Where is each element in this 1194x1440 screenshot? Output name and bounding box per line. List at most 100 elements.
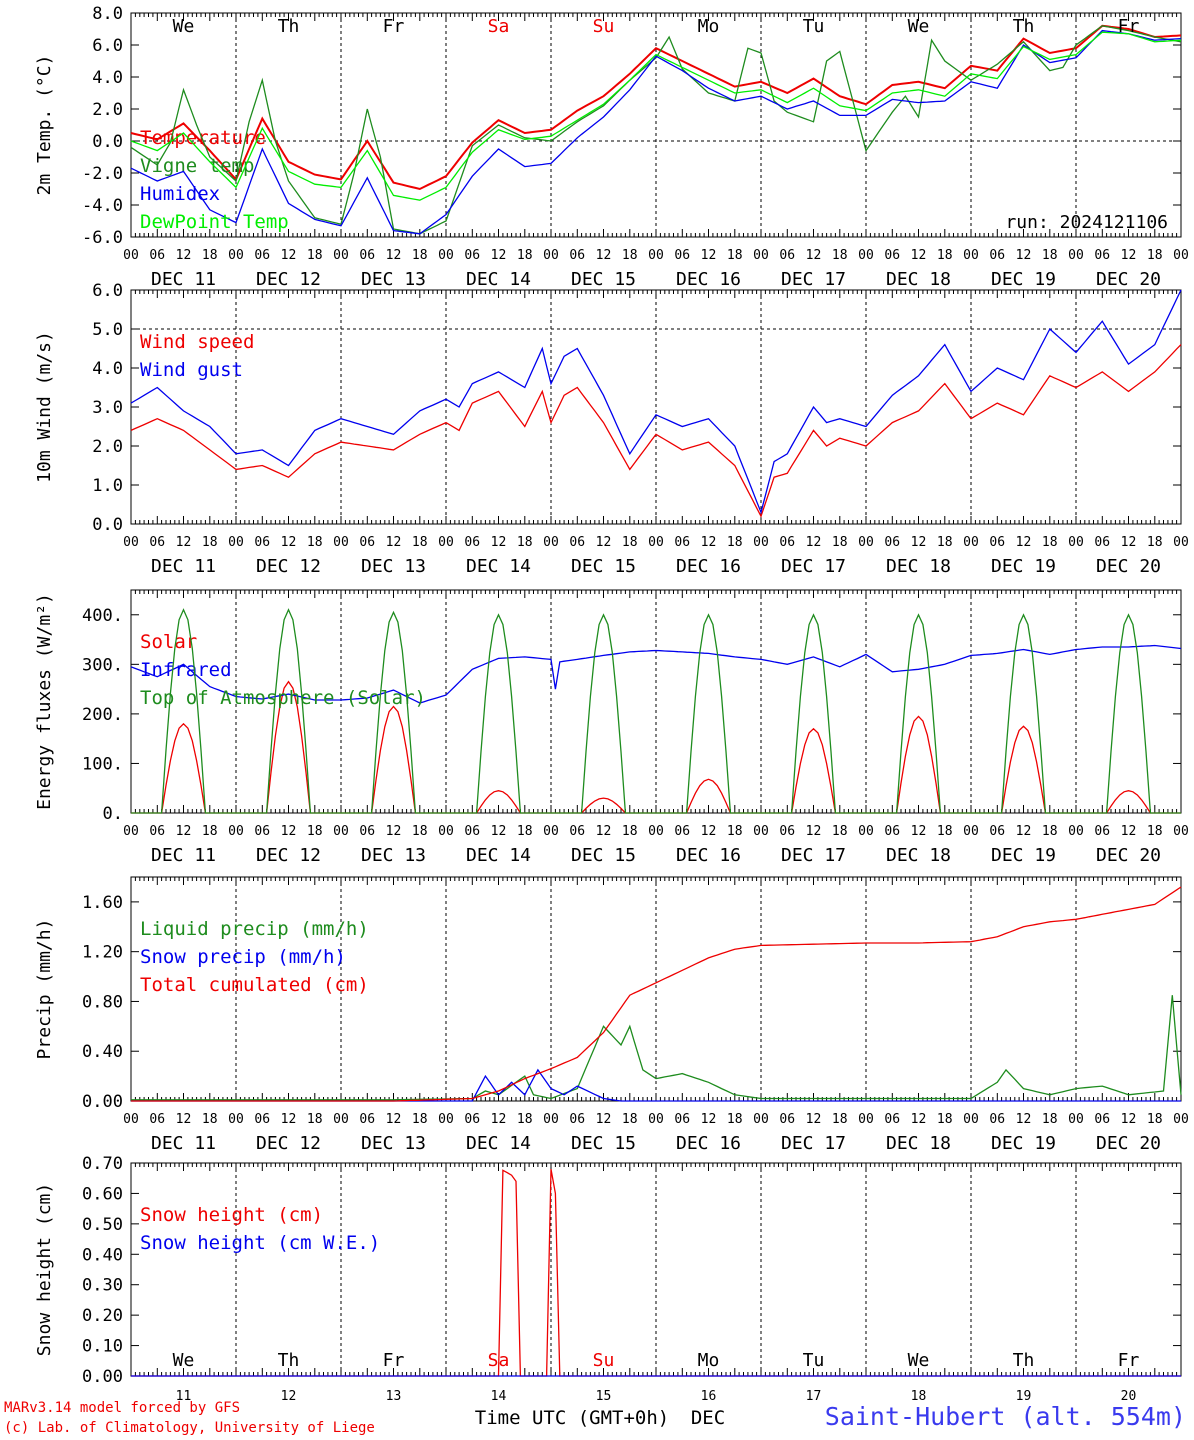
hour-tick-label: 00 — [123, 1112, 139, 1127]
hour-tick-label: 12 — [176, 535, 192, 550]
date-label: DEC 18 — [886, 845, 951, 866]
hour-tick-label: 18 — [1147, 824, 1163, 839]
hour-tick-label: 18 — [622, 1112, 638, 1127]
hour-tick-label: 18 — [517, 824, 533, 839]
weekday-label: Mo — [698, 16, 720, 37]
legend-entry: Total cumulated (cm) — [140, 974, 369, 996]
hour-tick-label: 12 — [386, 535, 402, 550]
date-label: DEC 19 — [991, 556, 1056, 577]
hour-tick-label: 06 — [989, 535, 1005, 550]
y-tick-label: 3.0 — [92, 398, 123, 418]
series-line — [130, 289, 1182, 515]
legend-entry: DewPoint Temp — [140, 211, 289, 233]
hour-tick-label: 18 — [937, 824, 953, 839]
y-tick-label: -2.0 — [82, 164, 123, 184]
hour-tick-label: 00 — [123, 248, 139, 263]
hour-tick-label: 12 — [491, 535, 507, 550]
day-separator — [235, 290, 1077, 524]
time-ticks — [130, 13, 1182, 237]
hour-tick-label: 00 — [963, 535, 979, 550]
weekday-label: We — [908, 16, 930, 37]
hour-tick-label: 00 — [333, 248, 349, 263]
date-label: DEC 12 — [256, 556, 321, 577]
weekday-label: Su — [593, 1350, 615, 1371]
day-number: 17 — [806, 1389, 822, 1404]
weekday-label: Fr — [1118, 16, 1140, 37]
weekday-label: Th — [1013, 16, 1035, 37]
weekday-label: We — [173, 1350, 195, 1371]
date-label: DEC 16 — [676, 845, 741, 866]
hour-tick-label: 18 — [622, 535, 638, 550]
date-label: DEC 13 — [361, 556, 426, 577]
hour-tick-label: 12 — [386, 824, 402, 839]
hour-tick-label: 18 — [202, 248, 218, 263]
y-tick-label: 2.0 — [92, 437, 123, 457]
y-axis-label: Energy fluxes (W/m²) — [34, 593, 55, 810]
y-tick-label: 0.20 — [82, 1306, 123, 1326]
y-tick-label: 100. — [82, 754, 123, 774]
hour-tick-label: 06 — [674, 1112, 690, 1127]
hour-tick-label: 00 — [648, 824, 664, 839]
y-tick-label: 4.0 — [92, 68, 123, 88]
hour-tick-label: 12 — [911, 824, 927, 839]
day-number: 14 — [491, 1389, 507, 1404]
hour-tick-label: 12 — [1121, 1112, 1137, 1127]
y-tick-label: 6.0 — [92, 36, 123, 56]
hour-tick-label: 18 — [727, 535, 743, 550]
hour-tick-label: 12 — [1121, 535, 1137, 550]
y-axis-label: 2m Temp. (°C) — [34, 55, 55, 196]
hour-tick-label: 18 — [307, 1112, 323, 1127]
hour-tick-label: 18 — [1042, 824, 1058, 839]
legend-entry: Liquid precip (mm/h) — [140, 918, 369, 940]
hour-tick-label: 12 — [1016, 535, 1032, 550]
hour-tick-label: 00 — [1068, 535, 1084, 550]
hour-tick-label: 12 — [1016, 248, 1032, 263]
hour-tick-label: 18 — [727, 824, 743, 839]
hour-tick-label: 18 — [727, 1112, 743, 1127]
date-label: DEC 20 — [1096, 1133, 1161, 1154]
hour-tick-label: 18 — [307, 535, 323, 550]
weekday-label: Sa — [488, 1350, 510, 1371]
hour-tick-label: 00 — [1068, 1112, 1084, 1127]
date-label: DEC 18 — [886, 269, 951, 290]
hour-tick-label: 00 — [648, 535, 664, 550]
hour-tick-label: 12 — [1121, 824, 1137, 839]
legend-entry: Snow height (cm) — [140, 1204, 323, 1226]
hour-tick-label: 12 — [176, 824, 192, 839]
y-tick-label: -4.0 — [82, 196, 123, 216]
hour-tick-label: 06 — [989, 248, 1005, 263]
hour-tick-label: 06 — [1094, 824, 1110, 839]
hour-tick-label: 00 — [438, 1112, 454, 1127]
weekday-label: Tu — [803, 1350, 825, 1371]
hour-tick-label: 18 — [832, 535, 848, 550]
hour-tick-label: 06 — [1094, 248, 1110, 263]
time-ticks — [130, 590, 1182, 813]
hour-tick-label: 18 — [622, 824, 638, 839]
hour-tick-label: 00 — [753, 248, 769, 263]
date-label: DEC 20 — [1096, 556, 1161, 577]
weekday-label: We — [908, 1350, 930, 1371]
legend-entry: Humidex — [140, 183, 220, 205]
hour-tick-label: 12 — [596, 535, 612, 550]
hour-tick-label: 00 — [858, 824, 874, 839]
hour-tick-label: 06 — [674, 535, 690, 550]
hour-tick-label: 00 — [1068, 824, 1084, 839]
hour-tick-label: 06 — [1094, 1112, 1110, 1127]
hour-tick-label: 06 — [254, 248, 270, 263]
y-tick-label: 0.00 — [82, 1092, 123, 1112]
hour-tick-label: 18 — [307, 824, 323, 839]
hour-tick-label: 06 — [884, 1112, 900, 1127]
date-label: DEC 13 — [361, 269, 426, 290]
hour-tick-label: 00 — [1068, 248, 1084, 263]
hour-tick-label: 12 — [596, 248, 612, 263]
day-separator — [235, 13, 1077, 237]
hour-tick-label: 06 — [989, 824, 1005, 839]
station-name: Saint-Hubert (alt. 554m) — [824, 1402, 1186, 1431]
y-tick-label: 0.00 — [82, 1367, 123, 1387]
series-line — [130, 29, 1182, 235]
x-axis-label: Time UTC (GMT+0h) — [475, 1407, 669, 1429]
hour-tick-label: 12 — [806, 1112, 822, 1127]
legend-entry: Infrared — [140, 659, 232, 681]
y-tick-label: 0.0 — [92, 132, 123, 152]
hour-tick-label: 00 — [648, 248, 664, 263]
